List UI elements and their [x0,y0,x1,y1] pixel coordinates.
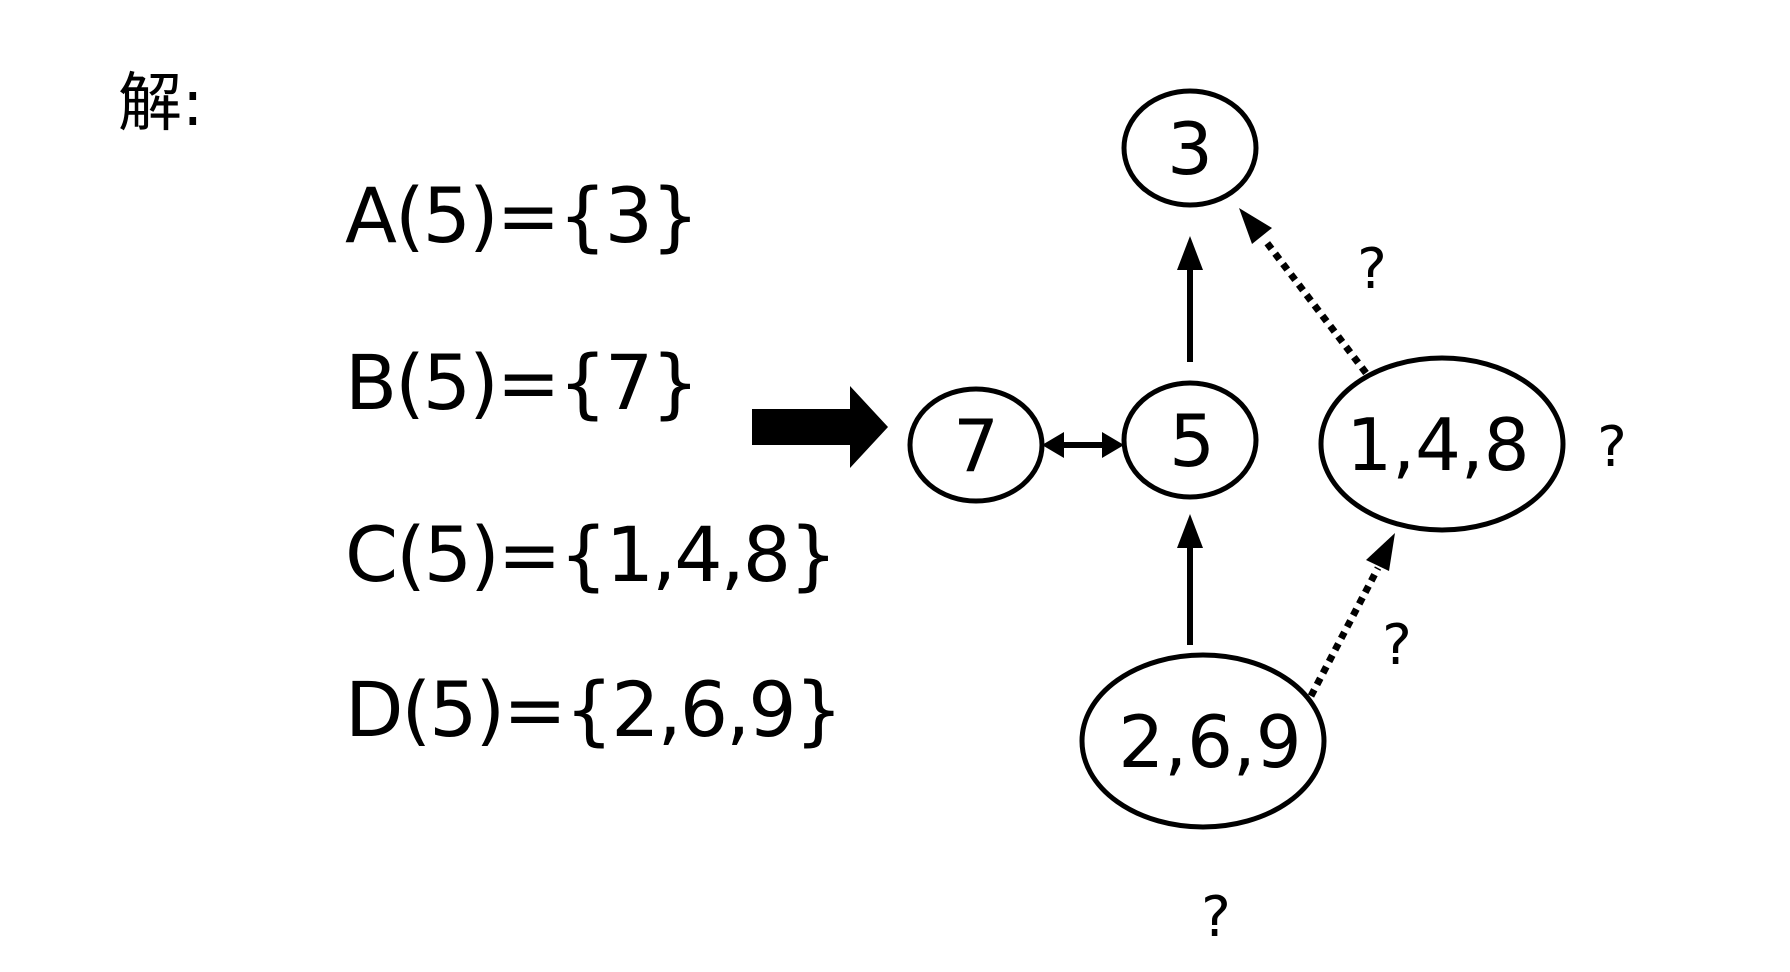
equation-a: A(5)={3} [345,171,699,260]
node-2-6-9: 2,6,9 [1079,652,1327,830]
edge-1-4-8-to-3-dotted [1239,208,1369,376]
node-5-label: 5 [1169,399,1215,483]
node-2-6-9-label: 2,6,9 [1118,700,1301,784]
question-mark-right: ? [1597,415,1627,480]
question-mark-bottom: ? [1201,885,1231,950]
edge-5-to-3 [1177,236,1203,362]
equation-b: B(5)={7} [345,338,700,427]
node-1-4-8: 1,4,8 [1318,355,1566,533]
node-7-label: 7 [953,404,999,488]
equation-d: D(5)={2,6,9} [345,665,843,754]
edge-2-6-9-to-5 [1177,514,1203,645]
question-mark-top: ? [1357,237,1387,302]
implication-arrow [752,386,888,468]
edge-7-5-bidirectional [1042,432,1124,458]
equation-c: C(5)={1,4,8} [345,510,837,599]
node-5: 5 [1121,380,1259,500]
question-mark-middle: ? [1382,613,1412,678]
node-1-4-8-label: 1,4,8 [1346,403,1529,487]
node-7: 7 [907,386,1045,504]
edge-2-6-9-to-1-4-8-dotted [1307,533,1395,698]
node-3: 3 [1121,88,1259,208]
node-3-label: 3 [1167,107,1213,191]
solution-heading: 解: [118,67,204,141]
